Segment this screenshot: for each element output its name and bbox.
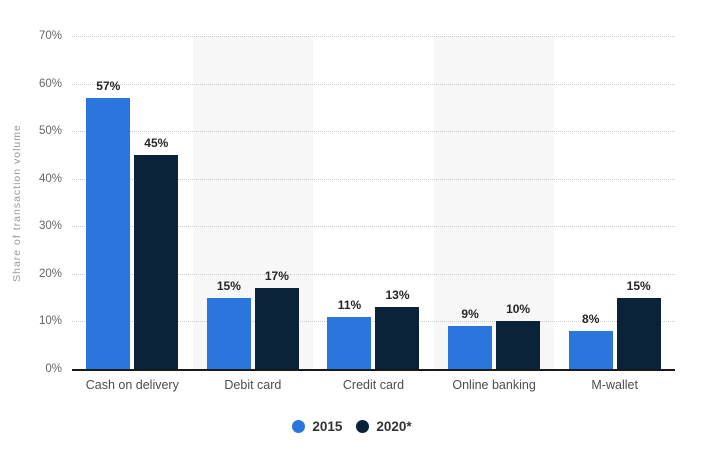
bar-value-label-2015-credit-card: 11% [337,297,362,312]
bar-2020-credit-card[interactable] [375,307,420,369]
bar-2020-m-wallet[interactable] [616,297,661,369]
gridline-50 [72,131,675,133]
y-tick-label-30: 30% [38,220,62,233]
bar-value-label-2020-credit-card: 13% [385,288,410,303]
bar-2015-credit-card[interactable] [327,316,372,369]
legend: 2015 2020* [0,419,704,434]
y-tick-label-70: 70% [38,30,62,42]
plot-band-online-banking [433,37,555,369]
bar-2015-online-banking[interactable] [448,326,493,369]
bar-value-label-2015-online-banking: 9% [461,307,479,322]
legend-item-2015[interactable]: 2015 [292,419,342,434]
category-label-cash-on-delivery: Cash on delivery [85,378,179,392]
gridline-70 [72,36,675,37]
y-tick-label-60: 60% [38,77,62,90]
category-label-credit-card: Credit card [342,378,405,392]
category-label-online-banking: Online banking [452,378,536,392]
bar-value-label-2015-cash-on-delivery: 57% [96,78,121,93]
category-label-m-wallet: M-wallet [591,378,638,392]
bar-2020-online-banking[interactable] [496,321,541,369]
legend-label-2020: 2020* [376,419,412,434]
category-group-m-wallet: 8% 15% [554,36,675,369]
bar-value-label-2015-debit-card: 15% [216,278,241,293]
gridline-30 [72,226,675,228]
y-tick-label-0: 0% [45,363,62,375]
y-axis-tick-labels: 0% 10% 20% 30% 40% 50% 60% 70% [0,30,62,375]
legend-item-2020[interactable]: 2020* [356,419,412,434]
bar-value-label-2020-cash-on-delivery: 45% [144,135,169,150]
gridline-10 [72,321,675,323]
gridline-60 [72,83,675,85]
category-group-debit-card: 15% 17% [193,36,314,369]
category-group-cash-on-delivery: 57% 45% [72,36,193,369]
bar-2020-debit-card[interactable] [254,288,299,369]
bar-value-label-2020-m-wallet: 15% [626,278,651,293]
y-tick-label-40: 40% [38,172,62,185]
x-axis-category-labels: Cash on delivery Debit card Credit card Onl… [72,378,675,392]
plot-area: 57% 45% 15% 17% 11% 13% 9% 10% 8% 15% [72,36,675,371]
legend-dot-2020 [356,420,370,433]
bar-2020-cash-on-delivery[interactable] [134,154,179,369]
category-group-credit-card: 11% 13% [313,36,434,369]
bar-2015-cash-on-delivery[interactable] [86,97,131,369]
bar-value-label-2020-debit-card: 17% [264,269,289,284]
legend-label-2015: 2015 [312,419,343,434]
y-tick-label-10: 10% [38,315,62,328]
gridline-40 [72,178,675,180]
bar-value-label-2020-online-banking: 10% [506,302,531,317]
y-tick-label-20: 20% [38,267,62,280]
bar-2015-debit-card[interactable] [206,297,251,369]
gridline-20 [72,273,675,275]
y-tick-label-50: 50% [38,125,62,138]
bar-value-label-2015-m-wallet: 8% [582,311,600,326]
legend-dot-2015 [292,420,306,433]
category-label-debit-card: Debit card [224,378,282,392]
bar-2015-m-wallet[interactable] [568,330,613,369]
category-group-online-banking: 9% 10% [434,36,555,369]
